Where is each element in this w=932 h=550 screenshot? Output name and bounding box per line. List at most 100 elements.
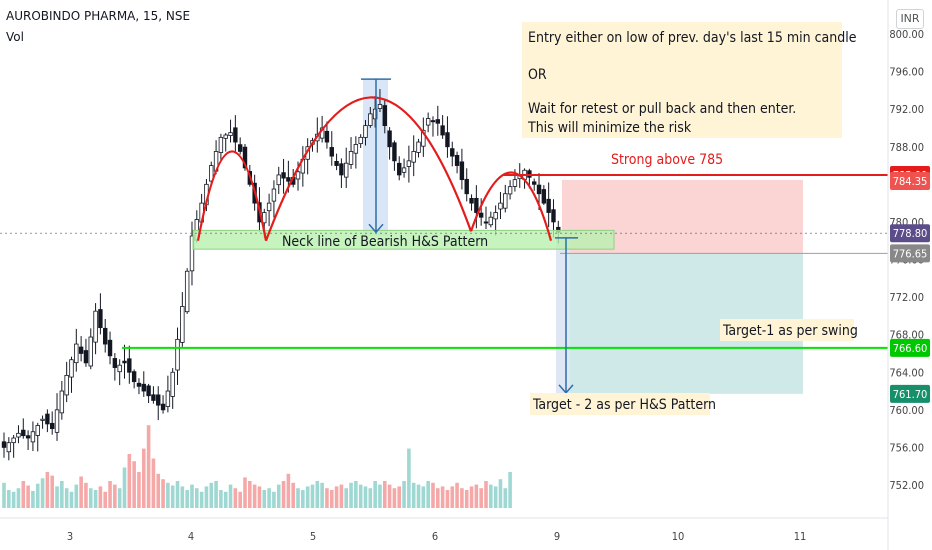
- candle-body: [40, 418, 45, 421]
- price-label: 784.35: [893, 175, 928, 188]
- candle-body: [348, 151, 354, 165]
- candle-body: [498, 202, 503, 210]
- volume-bar: [344, 488, 349, 508]
- volume-bar: [35, 483, 40, 508]
- volume-bar: [195, 488, 199, 508]
- candle-body: [512, 179, 518, 187]
- candle-body: [344, 162, 349, 178]
- candle-body: [363, 125, 368, 138]
- volume-bar: [185, 490, 189, 508]
- candle-body: [469, 197, 474, 204]
- candle-body: [228, 132, 233, 136]
- volume-bar: [161, 479, 165, 508]
- volume-bar: [474, 484, 479, 508]
- candle-body: [160, 403, 166, 411]
- candle-body: [107, 339, 113, 357]
- volume-bar: [450, 486, 455, 508]
- volume-bar: [84, 482, 88, 508]
- note-box: [522, 22, 842, 138]
- volume-bar: [156, 473, 161, 508]
- volume-bar: [132, 461, 136, 508]
- candle-body: [242, 146, 248, 169]
- volume-bar: [411, 482, 416, 508]
- y-tick-label: 764.00: [889, 366, 924, 379]
- volume-bar: [320, 482, 324, 508]
- note-line: OR: [528, 67, 547, 83]
- candle-body: [50, 422, 55, 430]
- candle-body: [324, 130, 330, 143]
- x-tick-label: 3: [67, 530, 73, 543]
- candle-body: [450, 148, 455, 157]
- volume-bar: [175, 481, 180, 508]
- candle-body: [421, 129, 426, 147]
- price-label: 761.70: [893, 388, 928, 401]
- volume-bar: [50, 475, 54, 508]
- volume-bar: [392, 488, 397, 508]
- candle-body: [464, 178, 469, 195]
- candle-body: [156, 394, 161, 406]
- volume-bar: [7, 490, 11, 508]
- candle-body: [339, 163, 344, 176]
- volume-bar: [387, 484, 392, 508]
- volume-bar: [137, 472, 141, 508]
- volume-bar: [170, 485, 175, 508]
- candle-body: [59, 390, 65, 414]
- volume-bar: [291, 482, 295, 508]
- candle-body: [368, 113, 373, 126]
- volume-bar: [45, 472, 50, 508]
- candle-body: [281, 172, 286, 179]
- y-tick-label: 796.00: [889, 66, 924, 79]
- volume-bar: [363, 486, 368, 508]
- volume-bar: [281, 481, 286, 508]
- volume-bar: [26, 485, 30, 508]
- note-line: Wait for retest or pull back and then en…: [528, 101, 796, 117]
- volume-bar: [436, 488, 440, 508]
- left-shoulder-arc: [196, 150, 268, 241]
- candle-body: [478, 212, 484, 218]
- price-label-box: [890, 224, 930, 243]
- candle-body: [430, 120, 436, 123]
- volume-bar: [296, 488, 300, 508]
- volume-bar: [55, 486, 59, 508]
- volume-bar: [146, 425, 151, 508]
- volume-bar: [339, 484, 344, 508]
- candle-body: [223, 134, 228, 139]
- volume-bar: [69, 491, 74, 508]
- right-shoulder-arc: [469, 171, 553, 242]
- volume-bar: [21, 481, 26, 508]
- candle-body: [209, 165, 214, 182]
- head-height-arrow-head: [368, 223, 384, 234]
- volume-bar: [127, 454, 132, 508]
- note-line: This will minimize the risk: [527, 120, 692, 136]
- volume-bar: [40, 478, 45, 508]
- pattern-overlay: [196, 78, 578, 395]
- volume-bar: [416, 484, 421, 508]
- currency-button[interactable]: INR: [896, 9, 924, 29]
- candle-body: [6, 442, 12, 453]
- volume-label: Vol: [6, 30, 24, 44]
- price-label: 778.80: [893, 227, 928, 240]
- target1-label: Target-1 as per swing: [722, 323, 858, 339]
- candle-body: [136, 382, 142, 387]
- volume-bar: [16, 488, 21, 508]
- price-label-box: [890, 244, 930, 263]
- volume-bar: [382, 481, 387, 508]
- candle-body: [151, 394, 156, 401]
- y-tick-label: 768.00: [889, 329, 924, 342]
- candle-body: [98, 309, 103, 329]
- candle-body: [372, 108, 378, 120]
- volume-bar: [93, 490, 98, 508]
- volume-bar: [103, 491, 108, 508]
- volume-bar: [310, 484, 315, 508]
- volume-bar: [407, 448, 411, 508]
- candle-body: [401, 167, 407, 173]
- candle-body: [276, 174, 281, 186]
- candle-body: [416, 141, 421, 153]
- volume-bar: [79, 476, 83, 508]
- candle-body: [103, 327, 108, 345]
- candle-body: [387, 130, 392, 148]
- neckline-label: Neck line of Bearish H&S Pattern: [282, 234, 488, 250]
- volume-bar: [141, 448, 146, 508]
- candle-body: [358, 136, 363, 145]
